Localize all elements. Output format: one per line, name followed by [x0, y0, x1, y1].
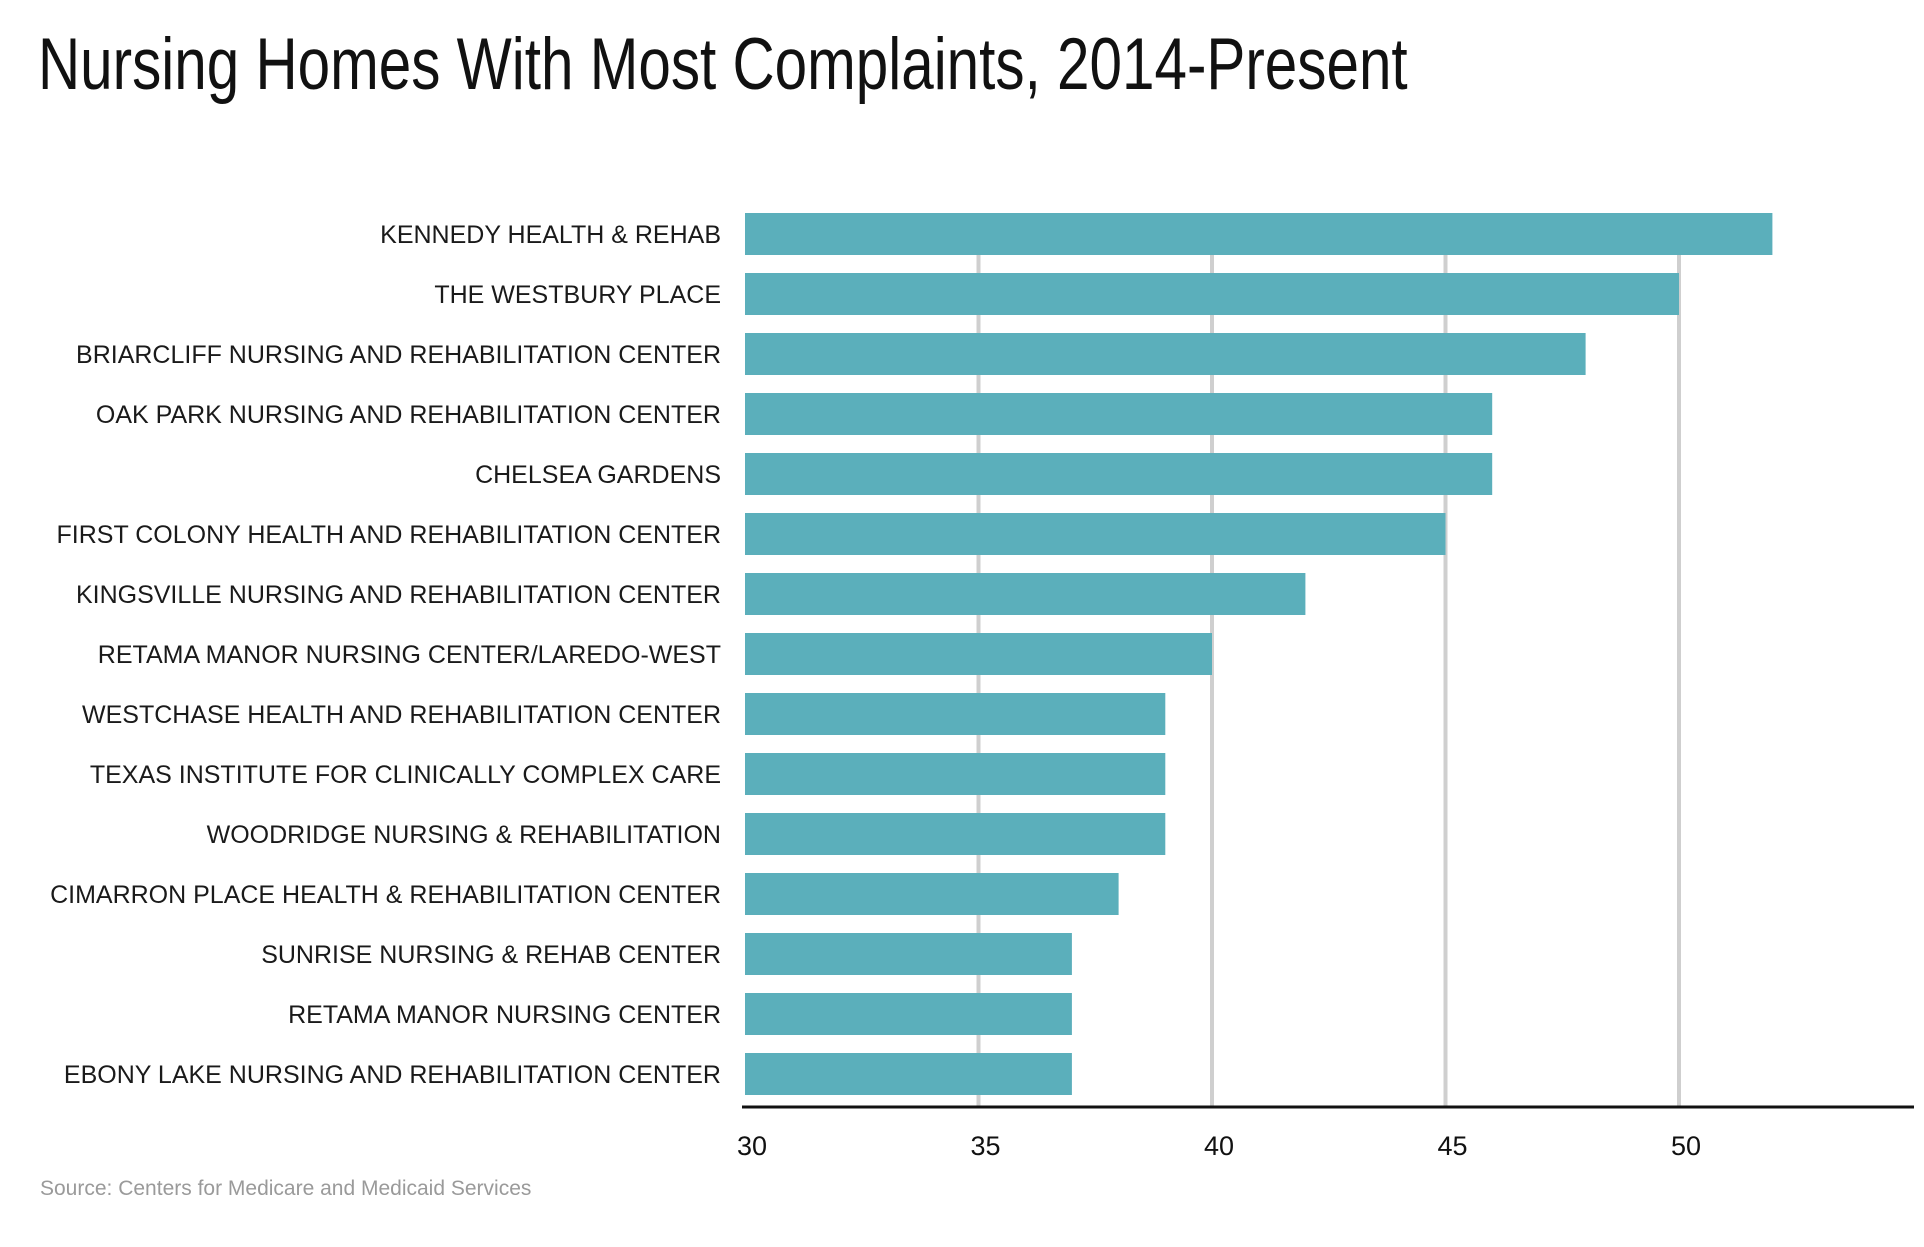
- category-label-9: WESTCHASE HEALTH AND REHABILITATION CENT…: [82, 701, 721, 729]
- bar-15: [745, 1053, 1072, 1095]
- bar-14: [745, 993, 1072, 1035]
- category-label-13: SUNRISE NURSING & REHAB CENTER: [261, 941, 721, 969]
- bars: [745, 213, 1773, 1095]
- category-label-11: WOODRIDGE NURSING & REHABILITATION: [207, 821, 721, 849]
- x-axis-tick-labels: 30 35 40 45 50: [737, 1131, 1701, 1161]
- bar-4: [745, 393, 1493, 435]
- grid-lines: [976, 253, 1681, 1107]
- bar-3: [745, 333, 1586, 375]
- bar-8: [745, 633, 1212, 675]
- bar-7: [745, 573, 1306, 615]
- x-tick-label-50: 50: [1671, 1131, 1701, 1161]
- category-label-4: OAK PARK NURSING AND REHABILITATION CENT…: [96, 401, 721, 429]
- category-label-3: BRIARCLIFF NURSING AND REHABILITATION CE…: [76, 341, 721, 369]
- category-label-8: RETAMA MANOR NURSING CENTER/LAREDO-WEST: [98, 641, 721, 669]
- x-tick-label-35: 35: [970, 1131, 1000, 1161]
- bar-13: [745, 933, 1072, 975]
- category-label-1: KENNEDY HEALTH & REHAB: [380, 221, 721, 249]
- bar-12: [745, 873, 1119, 915]
- category-label-7: KINGSVILLE NURSING AND REHABILITATION CE…: [76, 581, 721, 609]
- category-label-14: RETAMA MANOR NURSING CENTER: [288, 1001, 721, 1029]
- category-label-5: CHELSEA GARDENS: [475, 461, 721, 489]
- category-labels: KENNEDY HEALTH & REHAB THE WESTBURY PLACE…: [50, 221, 721, 1089]
- bar-2: [745, 273, 1679, 315]
- bar-5: [745, 453, 1493, 495]
- bar-11: [745, 813, 1166, 855]
- category-label-12: CIMARRON PLACE HEALTH & REHABILITATION C…: [50, 881, 721, 909]
- x-tick-label-30: 30: [737, 1131, 767, 1161]
- bar-9: [745, 693, 1166, 735]
- category-label-15: EBONY LAKE NURSING AND REHABILITATION CE…: [64, 1061, 721, 1089]
- category-label-2: THE WESTBURY PLACE: [434, 281, 721, 309]
- x-tick-label-45: 45: [1437, 1131, 1467, 1161]
- source-note: Source: Centers for Medicare and Medicai…: [40, 1177, 532, 1200]
- chart-title: Nursing Homes With Most Complaints, 2014…: [38, 24, 1408, 105]
- category-label-10: TEXAS INSTITUTE FOR CLINICALLY COMPLEX C…: [90, 761, 721, 789]
- bar-1: [745, 213, 1773, 255]
- bar-10: [745, 753, 1166, 795]
- category-label-6: FIRST COLONY HEALTH AND REHABILITATION C…: [57, 521, 721, 549]
- x-tick-label-40: 40: [1204, 1131, 1234, 1161]
- bar-6: [745, 513, 1446, 555]
